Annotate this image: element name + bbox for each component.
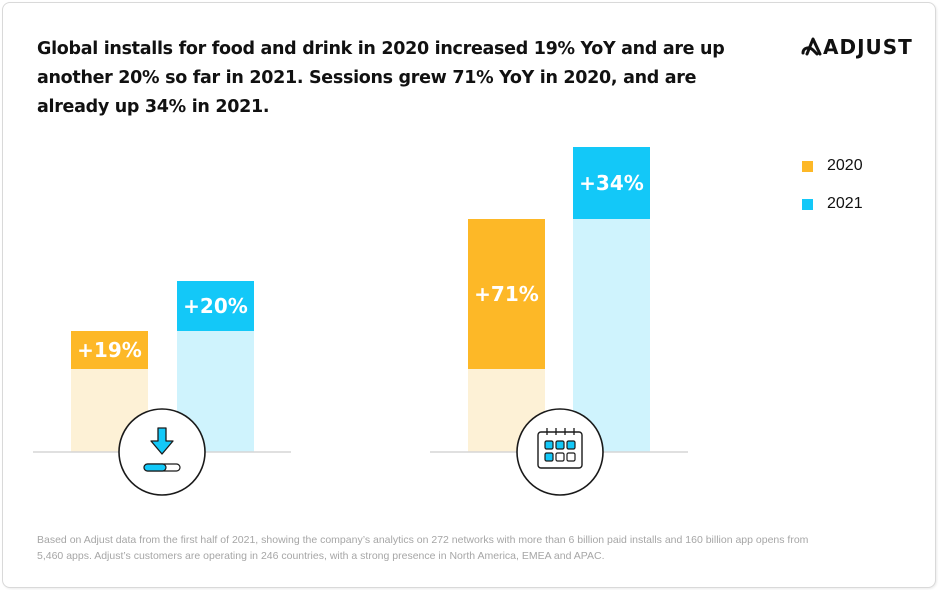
calendar-day [544, 452, 554, 462]
bar-2020-installs [71, 331, 148, 369]
calendar-day [566, 452, 576, 462]
bar-2020-sessions [468, 219, 545, 369]
calendar-day [555, 452, 565, 462]
adjust-logo-text: ADJUST [823, 35, 913, 59]
bar-group-sessions: +71% +34% [430, 147, 688, 496]
bar-2021-installs [177, 281, 254, 331]
legend-swatch-2020 [802, 160, 813, 172]
legend-swatch-2021 [802, 198, 813, 210]
data-label: +19% [77, 338, 142, 362]
bar-2021-sessions [573, 147, 650, 219]
legend-label: 2020 [827, 157, 863, 174]
legend: 2020 2021 [802, 147, 863, 223]
headline: Global installs for food and drink in 20… [37, 39, 725, 117]
bar-group-installs: +19% +20% [33, 281, 291, 496]
data-label: +34% [579, 171, 644, 195]
legend-item-2020: 2020 [802, 147, 863, 185]
icon-badge [516, 408, 604, 496]
legend-item-2021: 2021 [802, 185, 863, 223]
bar-stem-2021 [573, 219, 650, 452]
download-arrow [150, 427, 174, 455]
adjust-logo-mark-icon [801, 37, 822, 56]
calendar-day [555, 440, 565, 450]
calendar-frame [537, 431, 583, 469]
calendar-day [544, 440, 554, 450]
calendar-day [566, 440, 576, 450]
download-icon [143, 427, 181, 472]
progress-fill [143, 463, 167, 472]
data-label: +20% [183, 294, 248, 318]
footnote: Based on Adjust data from the first half… [37, 534, 809, 562]
legend-label: 2021 [827, 195, 863, 212]
calendar-icon [537, 428, 583, 469]
adjust-logo: ADJUST [801, 35, 913, 59]
icon-badge [118, 408, 206, 496]
data-label: +71% [474, 282, 539, 306]
